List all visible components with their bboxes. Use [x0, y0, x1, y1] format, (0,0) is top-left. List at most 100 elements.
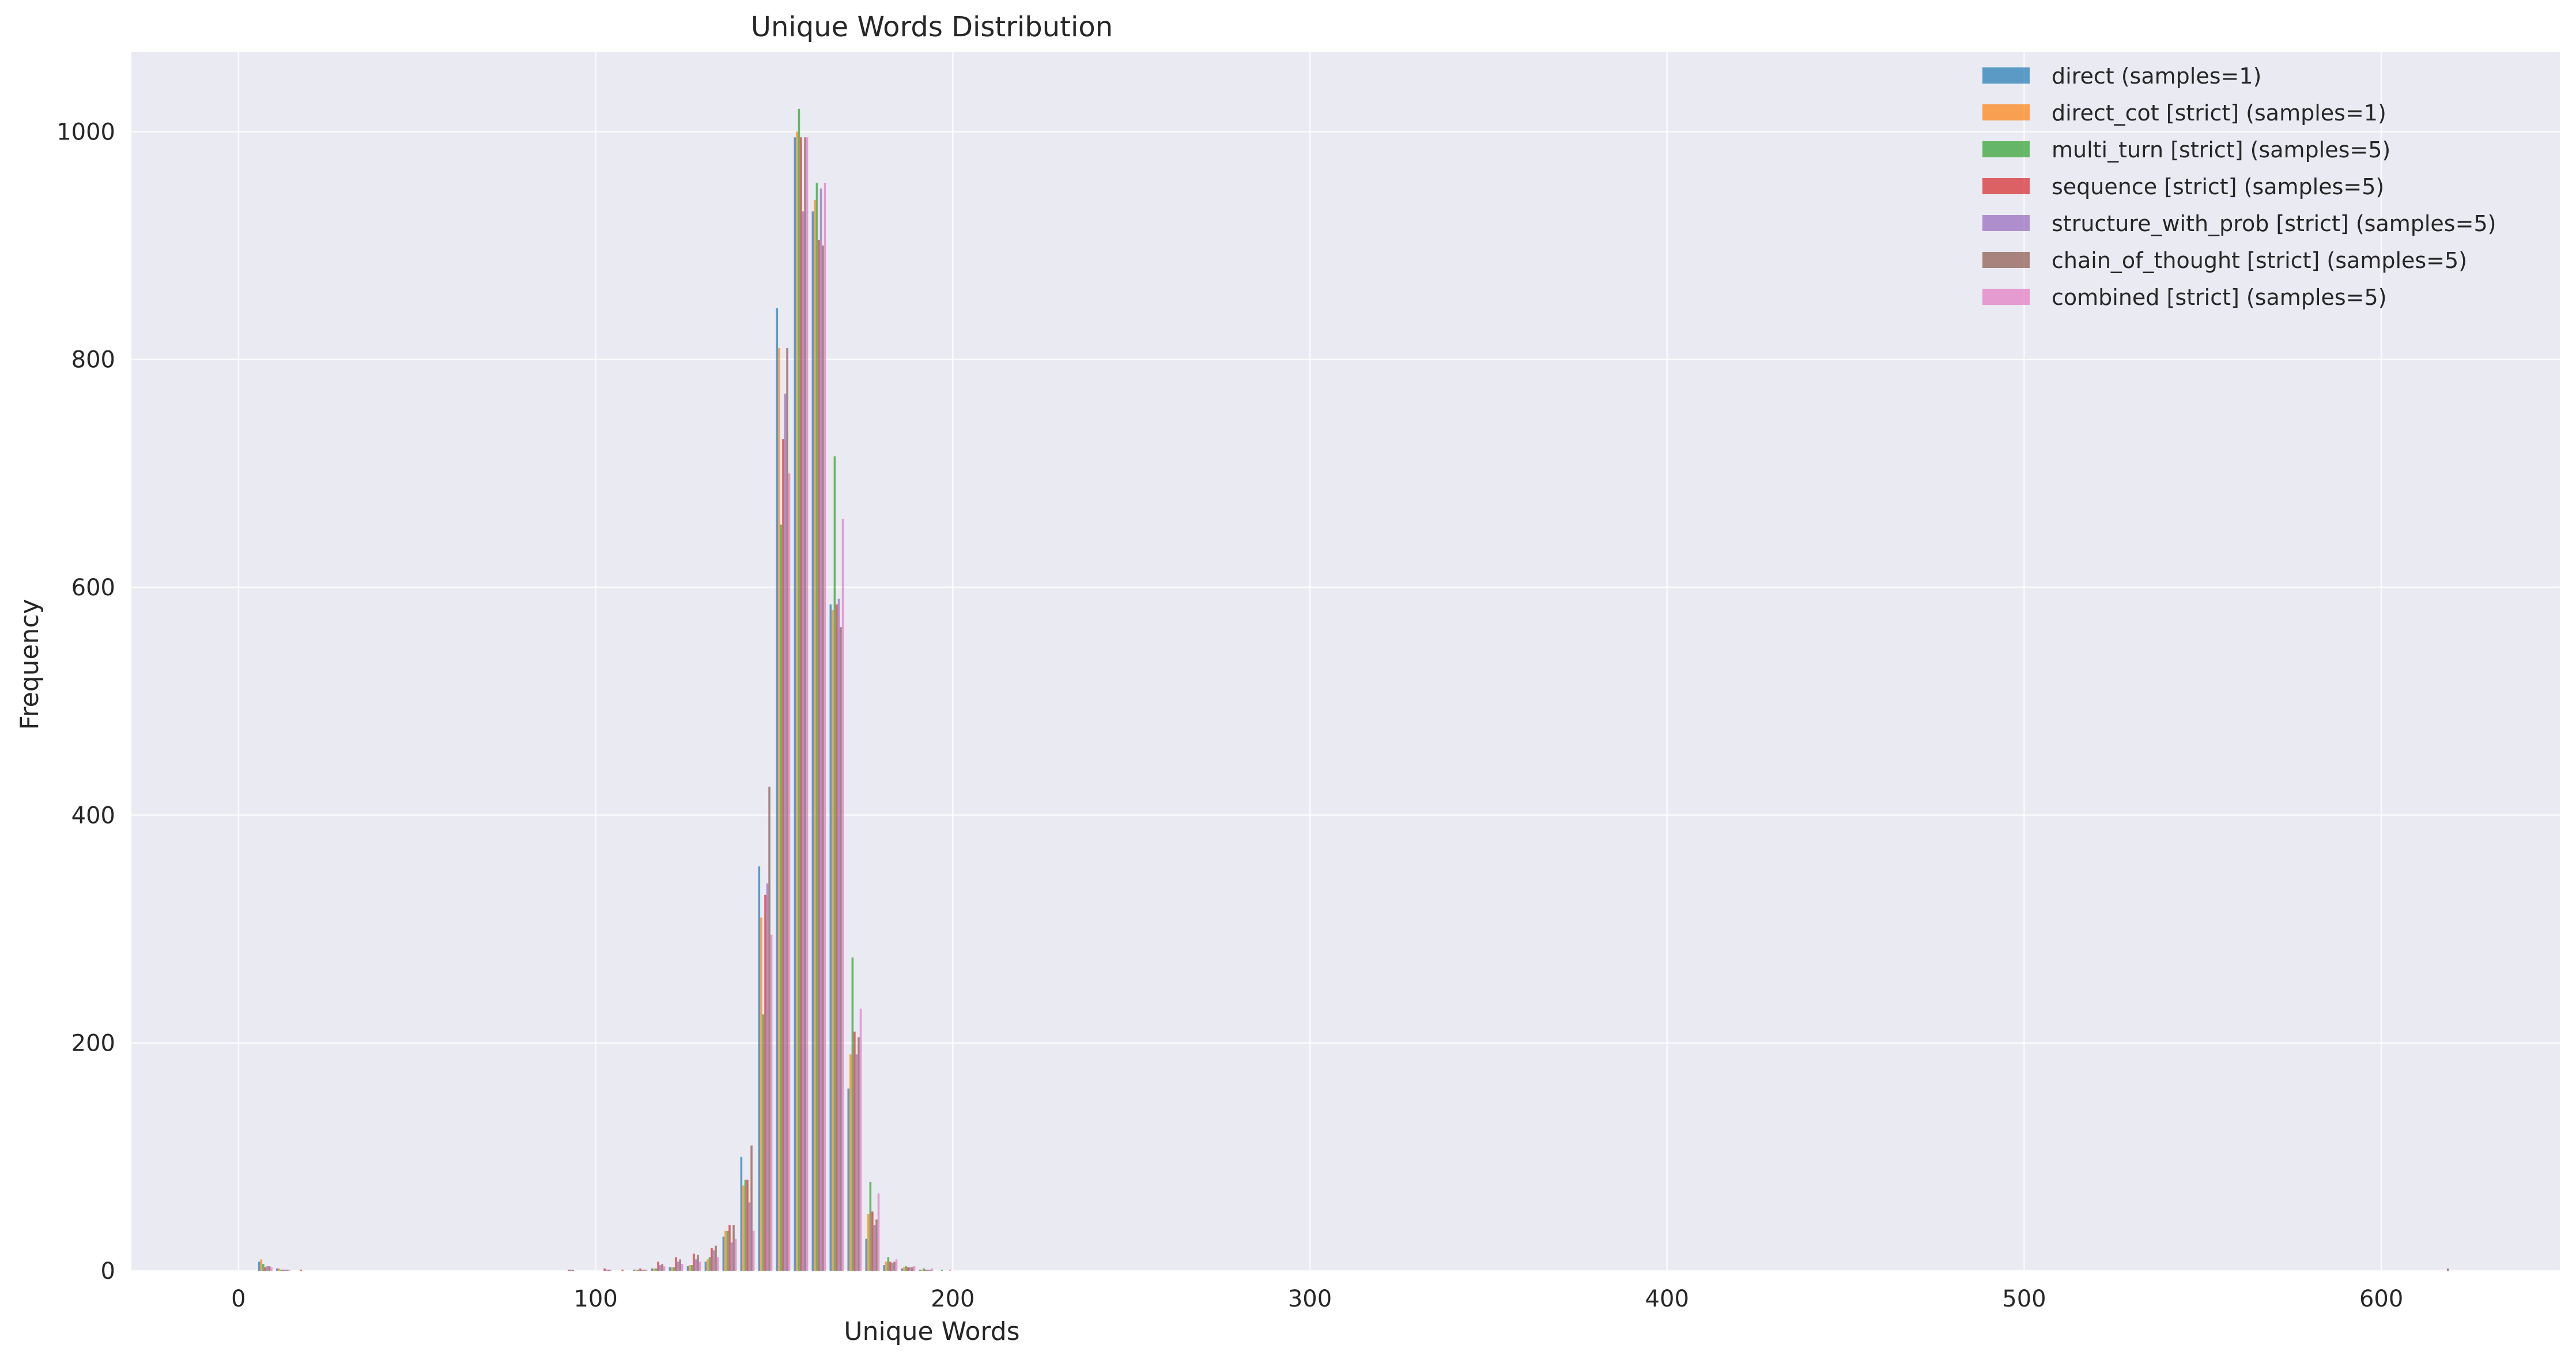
y-tick-label: 0	[101, 1258, 115, 1285]
histogram-bar	[697, 1255, 699, 1271]
histogram-bar	[873, 1225, 876, 1271]
histogram-bar	[764, 894, 766, 1271]
histogram-bar	[768, 786, 770, 1271]
histogram-bar	[748, 1202, 751, 1271]
histogram-bar	[270, 1267, 273, 1271]
histogram-bar	[655, 1268, 658, 1271]
histogram-bar	[841, 519, 844, 1271]
histogram-bar	[679, 1259, 681, 1271]
histogram-bar	[913, 1266, 916, 1271]
histogram-bar	[740, 1157, 743, 1271]
histogram-bar	[732, 1225, 735, 1271]
y-tick-label: 800	[71, 347, 115, 373]
x-tick-label: 300	[1288, 1286, 1332, 1312]
histogram-bar	[815, 183, 818, 1271]
histogram-bar	[278, 1268, 281, 1271]
legend-swatch	[1982, 289, 2030, 305]
histogram-bar	[693, 1253, 695, 1271]
histogram-bar	[877, 1193, 880, 1271]
histogram-bar	[811, 211, 814, 1271]
histogram-bar	[760, 918, 762, 1271]
histogram-bar	[750, 1145, 753, 1271]
x-axis-title: Unique Words	[844, 1317, 1019, 1346]
histogram-bar	[694, 1259, 697, 1271]
histogram-bar	[663, 1266, 666, 1271]
histogram-bar	[923, 1268, 926, 1271]
histogram-bar	[572, 1270, 574, 1271]
histogram-bar	[712, 1250, 715, 1271]
legend-swatch	[1982, 104, 2030, 120]
histogram-bar	[784, 393, 787, 1271]
histogram-bar	[853, 1031, 856, 1271]
legend-label: direct_cot [strict] (samples=1)	[2052, 100, 2386, 126]
histogram-bar	[895, 1259, 898, 1271]
histogram-bar	[851, 957, 854, 1271]
histogram-bar	[690, 1265, 693, 1271]
histogram-bar	[698, 1262, 701, 1271]
histogram-bar	[686, 1266, 689, 1271]
histogram-bar	[742, 1185, 745, 1271]
histogram-bar	[677, 1262, 679, 1271]
histogram-bar	[262, 1264, 265, 1271]
histogram-bar	[859, 1009, 862, 1271]
histogram-bar	[889, 1262, 892, 1271]
histogram-bar	[927, 1270, 930, 1271]
histogram-bar	[818, 240, 820, 1271]
histogram-bar	[891, 1263, 894, 1271]
legend-label: structure_with_prob [strict] (samples=5)	[2052, 211, 2496, 236]
legend-swatch	[1982, 215, 2030, 231]
histogram-bar	[641, 1270, 644, 1271]
histogram-bar	[919, 1270, 921, 1271]
legend: direct (samples=1) direct_cot [strict] (s…	[1982, 63, 2496, 310]
histogram-bar	[786, 348, 788, 1271]
histogram-bar	[746, 1179, 749, 1271]
legend-label: multi_turn [strict] (samples=5)	[2052, 137, 2390, 163]
histogram-bar	[258, 1262, 260, 1271]
histogram-bar	[704, 1262, 707, 1271]
y-tick-label: 200	[71, 1030, 115, 1057]
histogram-bar	[909, 1267, 912, 1271]
histogram-bar	[931, 1268, 934, 1271]
y-tick-labels: 0 200 400 600 800 1000	[56, 119, 115, 1285]
histogram-bar	[671, 1267, 673, 1271]
histogram-bar	[728, 1225, 731, 1271]
histogram-bar	[2446, 1268, 2449, 1271]
histogram-bar	[708, 1257, 711, 1271]
histogram-bar	[798, 108, 800, 1271]
histogram-bar	[782, 439, 784, 1271]
histogram-bar	[752, 1230, 755, 1271]
histogram-bar	[770, 934, 773, 1271]
histogram-bar	[869, 1181, 872, 1271]
histogram-bar	[724, 1230, 727, 1271]
histogram-bar	[778, 348, 780, 1271]
histogram-bar	[657, 1262, 659, 1271]
histogram-bar	[885, 1262, 887, 1271]
histogram-bar	[837, 598, 840, 1271]
x-tick-label: 600	[2359, 1286, 2403, 1312]
histogram-bar	[651, 1268, 654, 1271]
legend-label: chain_of_thought [strict] (samples=5)	[2052, 248, 2467, 273]
histogram-bar	[300, 1270, 303, 1271]
histogram-bar	[716, 1257, 719, 1271]
histogram-bar	[833, 456, 836, 1271]
histogram-bar	[268, 1266, 271, 1271]
chart-title: Unique Words Distribution	[751, 11, 1113, 43]
histogram-bar	[893, 1262, 896, 1271]
histogram-bar	[796, 131, 798, 1271]
histogram-bar	[643, 1270, 645, 1271]
histogram-bar	[762, 1014, 765, 1271]
histogram-bar	[673, 1267, 675, 1271]
x-tick-label: 0	[231, 1286, 245, 1312]
y-tick-label: 400	[71, 802, 115, 829]
histogram-bar	[766, 883, 769, 1271]
histogram-bar	[907, 1267, 909, 1271]
histogram-bar	[661, 1264, 663, 1271]
histogram-bar	[901, 1268, 904, 1271]
histogram-bar	[887, 1257, 890, 1271]
histogram-bar	[794, 137, 796, 1271]
histogram-bar	[266, 1266, 269, 1271]
y-axis-title: Frequency	[15, 599, 44, 730]
histogram-bar	[288, 1270, 290, 1271]
histogram-bar	[734, 1239, 737, 1271]
